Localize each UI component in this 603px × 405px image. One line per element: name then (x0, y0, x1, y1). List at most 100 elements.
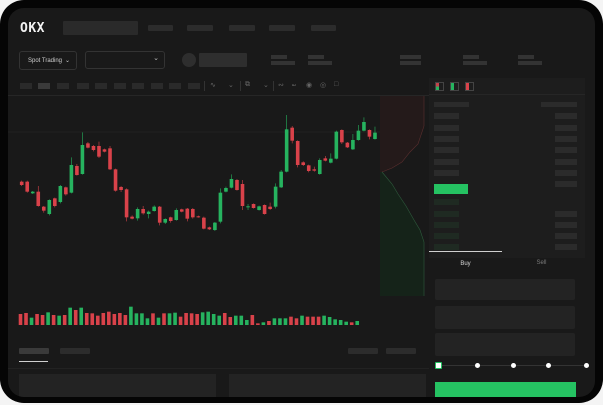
candle-body (146, 211, 151, 214)
chevron-down-icon[interactable]: ⌄ (263, 82, 269, 89)
indicator-icon[interactable]: ⧉ (245, 81, 250, 88)
interval-button[interactable] (57, 83, 69, 89)
candle-body (306, 165, 311, 171)
price-input[interactable] (435, 279, 575, 300)
tab-order-history[interactable] (60, 348, 90, 354)
camera-icon[interactable]: ◉ (306, 82, 313, 89)
volume-bar (222, 313, 227, 325)
stat-label (271, 55, 287, 59)
tab-buy[interactable]: Buy (429, 251, 502, 274)
candle-body (25, 181, 30, 192)
fullscreen-icon[interactable]: □ (334, 81, 339, 88)
nav-item-5[interactable] (311, 25, 336, 31)
candle-body (362, 122, 366, 131)
candle-body (75, 166, 79, 175)
candle-body (53, 198, 57, 206)
candle-body (312, 169, 317, 171)
orderbook-both-icon[interactable] (435, 82, 444, 91)
tab-open-orders[interactable] (19, 348, 49, 354)
okx-logo[interactable]: OKX (20, 22, 60, 35)
volume-bar (40, 315, 45, 325)
total-input[interactable] (435, 333, 575, 356)
candlestick-chart[interactable] (8, 8, 429, 338)
nav-item-4[interactable] (269, 25, 295, 31)
depth-bids-area (380, 172, 424, 296)
candle-body (229, 179, 234, 188)
candle-body (295, 141, 300, 165)
toolbar-divider (240, 81, 241, 91)
volume-bar (35, 314, 39, 325)
filter-button[interactable] (348, 348, 378, 354)
settings-icon[interactable]: ◎ (320, 82, 327, 89)
volume-bar (250, 315, 255, 325)
interval-button[interactable] (132, 83, 144, 89)
candle-body (86, 143, 90, 148)
candle-body (64, 187, 68, 195)
volume-bar (107, 311, 111, 325)
stat-value (463, 61, 487, 65)
volume-bar (18, 314, 23, 325)
volume-bar (272, 318, 277, 325)
interval-button[interactable] (95, 83, 107, 89)
asset-card[interactable] (19, 374, 216, 397)
interval-button[interactable] (20, 83, 32, 89)
orderbook-asks-icon[interactable] (465, 82, 474, 91)
search-input[interactable] (63, 21, 138, 35)
slider-node-25[interactable] (475, 363, 480, 368)
ask-price (434, 159, 459, 165)
volume-bar (151, 313, 155, 325)
amount-input[interactable] (435, 306, 575, 329)
asset-card[interactable] (229, 374, 426, 397)
nav-item-3[interactable] (229, 25, 255, 31)
volume-bar (278, 318, 282, 325)
volume-bar (101, 313, 106, 325)
volume-bar (228, 317, 233, 325)
candle-body (163, 219, 168, 223)
buy-button[interactable] (435, 382, 576, 397)
market-selector-label: Spot Trading (28, 57, 63, 64)
tab-sell[interactable]: Sell (505, 251, 578, 273)
ruler-icon[interactable]: ⧢ (292, 81, 296, 88)
candle-body (240, 184, 245, 206)
candle-body (19, 181, 24, 185)
candle-body (69, 165, 74, 193)
interval-button-active[interactable] (38, 83, 50, 89)
interval-button[interactable] (169, 83, 181, 89)
volume-bar (123, 315, 128, 325)
candle-body (80, 145, 85, 174)
interval-button[interactable] (77, 83, 89, 89)
ask-amount (555, 113, 577, 119)
nav-item-1[interactable] (148, 25, 173, 31)
chart-type-icon[interactable]: ∿ (210, 82, 216, 89)
depth-asks-line (381, 96, 425, 173)
slider-node-100[interactable] (584, 363, 589, 368)
interval-button[interactable] (188, 83, 200, 89)
orderbook-header-price (434, 102, 469, 107)
volume-bar (189, 313, 194, 325)
volume-bar (173, 312, 177, 325)
stat-label (308, 55, 324, 59)
volume-bar (211, 314, 216, 325)
volume-bar (333, 319, 337, 325)
slider-handle[interactable] (435, 362, 442, 369)
slider-node-50[interactable] (511, 363, 516, 368)
tab-underline (19, 361, 48, 362)
volume-bar (327, 317, 332, 325)
volume-bar (57, 315, 61, 325)
ask-amount (555, 170, 577, 176)
filter-button[interactable] (386, 348, 416, 354)
nav-item-2[interactable] (187, 25, 213, 31)
orderbook-bids-icon[interactable] (450, 82, 459, 91)
depth-asks-area (380, 96, 424, 172)
market-selector[interactable]: Spot Trading ⌄ (19, 51, 77, 70)
candle-body (290, 127, 294, 141)
bid-price (434, 211, 459, 217)
interval-button[interactable] (151, 83, 163, 89)
trend-line-icon[interactable]: ∾ (278, 82, 284, 89)
chevron-down-icon[interactable]: ⌄ (228, 82, 234, 89)
candle-body (202, 217, 206, 229)
candle-body (273, 186, 278, 207)
interval-button[interactable] (114, 83, 126, 89)
slider-node-75[interactable] (546, 363, 551, 368)
pair-selector[interactable]: ⌄ (85, 51, 165, 69)
